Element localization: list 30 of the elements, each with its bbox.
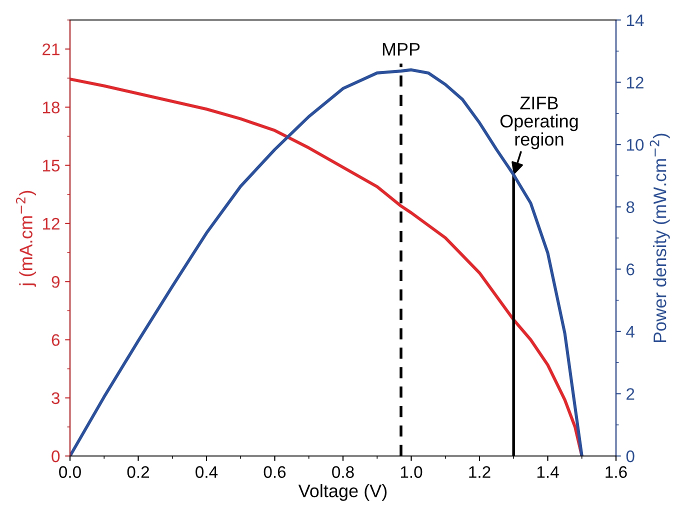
y2-tick-label: 10	[626, 138, 644, 151]
y-tick-label: 12	[43, 218, 60, 230]
y-tick-label: 3	[52, 392, 60, 404]
x-tick-label: 1.4	[537, 466, 559, 478]
y2-tick-label: 4	[626, 326, 635, 338]
y-tick-label: 21	[42, 43, 60, 56]
y-tick-label: 0	[52, 450, 60, 462]
y-axis-title: j (mA.cm$^{−2}$)	[16, 190, 36, 287]
x-tick-label: 0.4	[196, 466, 218, 478]
annotation: ZIFB Operating region	[500, 96, 578, 150]
y2-tick-label: 8	[626, 201, 634, 214]
y2-tick-label: 2	[626, 388, 634, 400]
x-tick-label: 0.2	[127, 466, 149, 478]
y-tick-label: 6	[52, 334, 60, 346]
y-tick-label: 18	[43, 102, 60, 114]
x-tick-label: 1.6	[606, 466, 627, 478]
y-tick-label: 15	[43, 160, 60, 172]
ref-line-label: MPP	[382, 43, 420, 56]
y2-tick-label: 6	[626, 264, 634, 276]
x-tick-label: 1.0	[400, 466, 422, 478]
y2-tick-label: 12	[626, 76, 644, 88]
x-tick-label: 0.8	[332, 466, 354, 478]
y2-tick-label: 14	[626, 14, 644, 26]
x-axis-title: Voltage (V)	[298, 484, 387, 501]
x-tick-label: 0.0	[59, 466, 81, 478]
y2-tick-label: 0	[626, 450, 634, 462]
y2-axis-title: Power density (mW.cm$^{−2}$)	[650, 134, 670, 342]
x-tick-label: 0.6	[264, 466, 286, 478]
x-tick-label: 1.2	[469, 466, 490, 478]
y-tick-label: 9	[52, 276, 60, 288]
